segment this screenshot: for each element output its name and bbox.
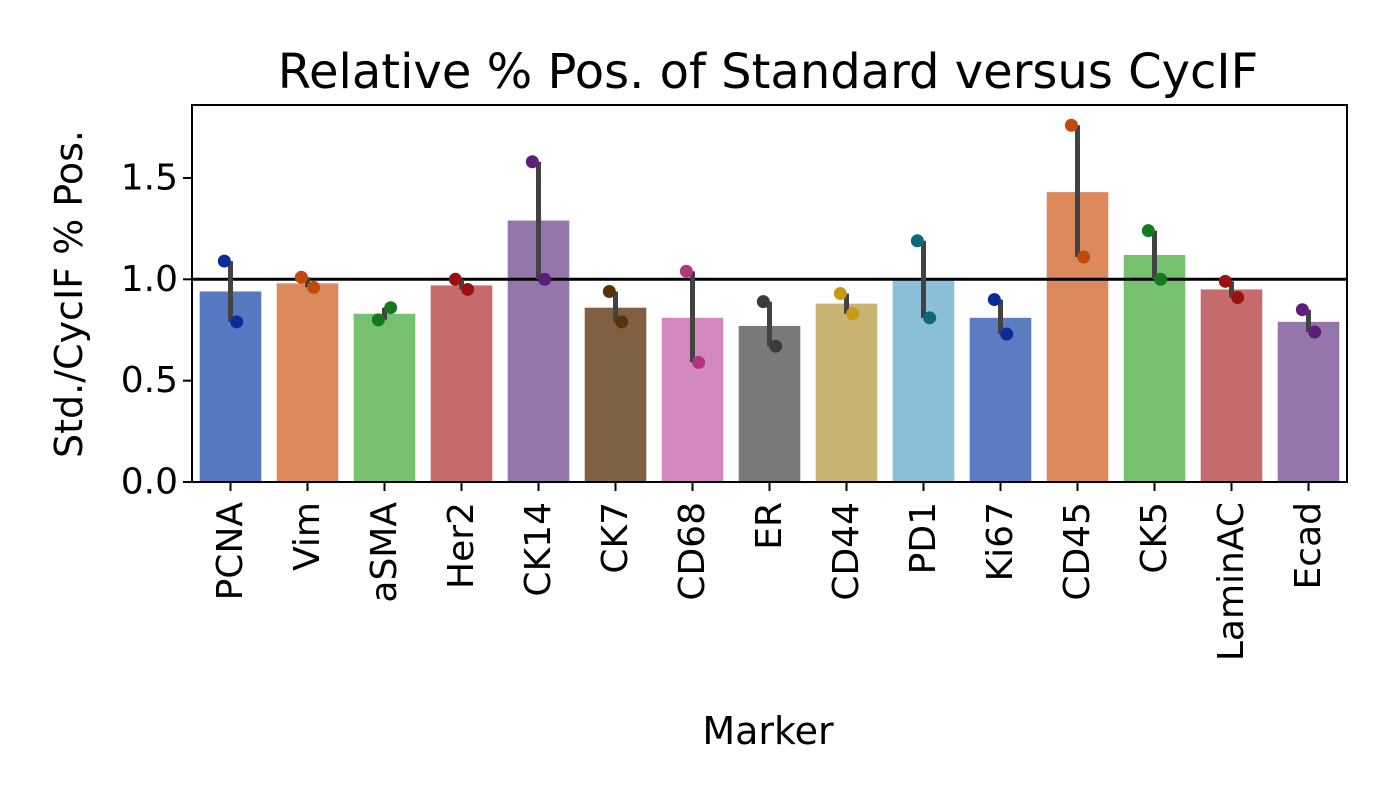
y-axis-label: Std./CycIF % Pos. <box>47 130 91 458</box>
x-tick-label-cd68: CD68 <box>672 502 713 601</box>
point-ki67-1 <box>987 293 1001 307</box>
bar-ki67 <box>969 317 1032 482</box>
bar-asma <box>353 313 416 482</box>
x-tick-label-pcna: PCNA <box>210 502 251 601</box>
point-ecad-2 <box>1308 325 1322 339</box>
bar-her2 <box>430 285 493 482</box>
point-laminac-2 <box>1231 291 1245 305</box>
x-tick-label-her2: Her2 <box>441 502 482 589</box>
y-tick-label: 1.0 <box>121 259 178 300</box>
point-cd68-2 <box>692 355 706 369</box>
point-ki67-2 <box>1000 327 1014 341</box>
point-pcna-1 <box>217 254 231 268</box>
x-tick-label-cd45: CD45 <box>1057 502 1098 601</box>
point-ck5-2 <box>1154 272 1168 286</box>
point-er-2 <box>769 339 783 353</box>
bar-laminac <box>1200 289 1263 482</box>
point-er-1 <box>756 295 770 309</box>
y-tick-label: 1.5 <box>121 157 178 198</box>
point-asma-2 <box>384 301 398 315</box>
x-tick-label-cd44: CD44 <box>826 502 867 601</box>
bar-er <box>738 325 801 482</box>
bar-ecad <box>1277 321 1340 482</box>
point-ck14-2 <box>538 272 552 286</box>
point-cd44-2 <box>846 307 860 321</box>
point-asma-1 <box>371 313 385 327</box>
x-tick-label-ck5: CK5 <box>1134 502 1175 574</box>
point-cd68-1 <box>679 264 693 278</box>
point-cd45-1 <box>1064 118 1078 132</box>
point-ck5-1 <box>1141 224 1155 238</box>
point-ck7-2 <box>615 315 629 329</box>
point-ck14-1 <box>525 155 539 169</box>
point-cd45-2 <box>1077 250 1091 264</box>
point-pd1-1 <box>910 234 924 248</box>
bar-cd44 <box>815 303 878 482</box>
point-ck7-1 <box>602 284 616 298</box>
y-tick-label: 0.0 <box>121 462 178 503</box>
point-vim-1 <box>294 270 308 284</box>
point-her2-1 <box>448 272 462 286</box>
x-axis-label: Marker <box>702 709 834 753</box>
bar-vim <box>276 283 339 482</box>
chart-title: Relative % Pos. of Standard versus CycIF <box>278 44 1258 100</box>
x-tick-label-er: ER <box>749 502 790 550</box>
x-tick-label-ck14: CK14 <box>518 502 559 597</box>
point-her2-2 <box>461 282 475 296</box>
x-tick-label-pd1: PD1 <box>903 502 944 574</box>
bar-ck5 <box>1123 254 1186 482</box>
bar-ck7 <box>584 307 647 482</box>
point-cd44-1 <box>833 287 847 300</box>
x-tick-label-ki67: Ki67 <box>980 502 1021 581</box>
point-pd1-2 <box>923 311 937 325</box>
point-ecad-1 <box>1295 303 1309 317</box>
plot-area: 0.0 0.5 1.0 1.5 PCNA Vim aSMA Her2 CK14 CK7 CD68 ER… <box>121 104 1348 661</box>
point-laminac-1 <box>1218 274 1232 288</box>
y-tick-label: 0.5 <box>121 360 178 401</box>
x-tick-label-ecad: Ecad <box>1288 502 1329 589</box>
x-tick-label-laminac: LaminAC <box>1211 502 1252 661</box>
x-tick-label-ck7: CK7 <box>595 502 636 574</box>
x-tick-label-asma: aSMA <box>364 502 405 603</box>
x-tick-label-vim: Vim <box>287 502 328 571</box>
point-pcna-2 <box>230 315 244 329</box>
point-vim-2 <box>307 280 321 294</box>
